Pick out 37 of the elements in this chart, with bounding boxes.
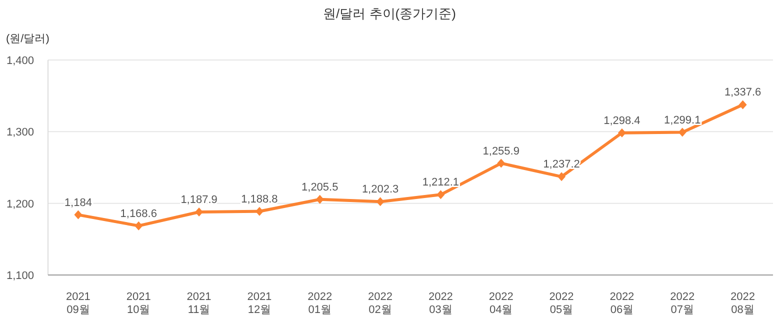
point xyxy=(316,194,324,204)
x-tick-label: 2022 08월 xyxy=(730,291,756,316)
x-tick-label: 2022 04월 xyxy=(488,291,514,316)
data-label: 1,187.9 xyxy=(180,194,218,206)
y-tick-label: 1,200 xyxy=(6,198,34,210)
x-tick-label: 2022 03월 xyxy=(428,291,453,316)
y-tick-label: 1,400 xyxy=(6,55,34,67)
point xyxy=(738,100,747,110)
data-label: 1,184 xyxy=(64,196,92,209)
point xyxy=(134,221,143,230)
x-tick-label: 2021 10월 xyxy=(126,291,151,316)
y-axis-title: (원/달러) xyxy=(6,33,50,45)
data-label: 1,202.3 xyxy=(362,184,399,196)
data-label: 1,298.4 xyxy=(604,114,640,127)
data-label: 1,188.8 xyxy=(241,193,278,206)
point xyxy=(497,158,506,168)
point xyxy=(436,190,445,200)
data-label: 1,205.5 xyxy=(302,181,338,194)
x-tick-label: 2022 07월 xyxy=(670,291,695,316)
y-tick-label: 1,300 xyxy=(6,126,34,139)
data-label: 1,337.6 xyxy=(724,86,762,99)
y-tick-label: 1,100 xyxy=(6,270,34,282)
x-tick-label: 2022 05월 xyxy=(549,291,574,316)
point xyxy=(618,128,626,138)
chart-title: 원/달러 추이(종가기준) xyxy=(323,6,456,21)
x-tick-label: 2022 01월 xyxy=(308,291,332,316)
data-label: 1,255.9 xyxy=(482,145,520,158)
x-tick-label: 2022 06월 xyxy=(610,291,634,316)
point xyxy=(74,210,82,220)
x-tick-label: 2021 12월 xyxy=(247,291,272,316)
data-label: 1,299.1 xyxy=(664,114,701,126)
data-label: 1,168.6 xyxy=(120,208,157,220)
x-tick-label: 2021 09월 xyxy=(66,291,90,316)
point xyxy=(558,172,566,182)
x-tick-label: 2021 11월 xyxy=(186,291,212,316)
data-label: 1,212.1 xyxy=(422,176,460,189)
x-tick-label: 2022 02월 xyxy=(368,291,393,316)
